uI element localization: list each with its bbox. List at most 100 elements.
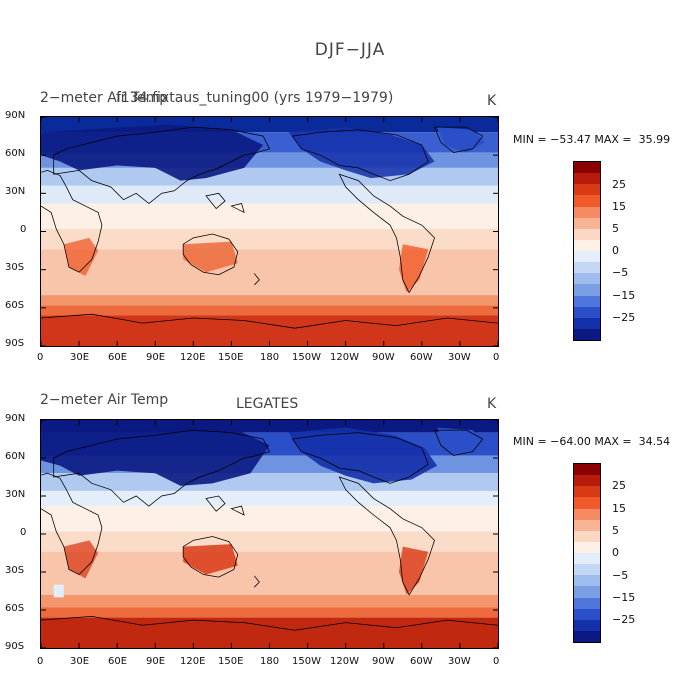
colorbar-segment [574, 239, 600, 251]
panel1-colorbar-label: 5 [612, 222, 619, 235]
panel1-variable-title: 2−meter Air Temp [40, 90, 169, 106]
panel1-colorbar-label: −15 [612, 289, 636, 302]
colorbar-segment [574, 519, 600, 531]
panel1-lon-label: 30W [448, 352, 471, 363]
panel2-lon-label: 90E [146, 656, 166, 667]
colorbar-segment [574, 586, 600, 598]
panel1-colorbar-label: −5 [612, 266, 629, 279]
panel2-lat-60s: 60S [5, 603, 25, 614]
panel2-lon-label: 30W [448, 656, 471, 667]
panel1-colorbar [573, 161, 601, 341]
colorbar-segment [574, 475, 600, 487]
colorbar-segment [574, 630, 600, 642]
panel1-lon-label: 0 [37, 352, 44, 363]
panel2-lon-labels: 0 30E 60E 90E 120E 150E 180 150W 120W 90… [0, 656, 700, 670]
panel1-lat-90n: 90N [5, 110, 26, 121]
panel1-lat-60n: 60N [5, 148, 26, 159]
panel2-lon-label: 60E [108, 656, 128, 667]
colorbar-segment [574, 173, 600, 185]
panel1-min-max: MIN = −53.47 MAX = 35.99 [513, 133, 671, 146]
panel2-map-ticks [41, 420, 498, 648]
panel1-colorbar-label: 25 [612, 178, 626, 191]
panel1-lat-0: 0 [20, 224, 27, 235]
panel1-case-title: f134.fixtaus_tuning00 (yrs 1979−1979) [116, 90, 394, 106]
panel2-lon-label: 120E [180, 656, 206, 667]
panel1-lon-label: 150E [218, 352, 244, 363]
panel1-colorbar-label: 0 [612, 244, 619, 257]
panel2-unit: K [487, 396, 497, 412]
colorbar-segment [574, 228, 600, 240]
panel2-min-max: MIN = −64.00 MAX = 34.54 [513, 435, 671, 448]
panel2-lon-label: 90W [372, 656, 395, 667]
panel2-colorbar-label: −15 [612, 591, 636, 604]
panel1-lat-30s: 30S [5, 262, 25, 273]
panel1-axes [40, 116, 497, 345]
panel2-colorbar-label: 15 [612, 502, 626, 515]
colorbar-segment [574, 553, 600, 565]
panel2-variable-title: 2−meter Air Temp [40, 392, 169, 408]
panel1-lon-label: 60E [108, 352, 128, 363]
colorbar-segment [574, 464, 600, 476]
panel2-case-title: LEGATES [236, 396, 299, 412]
panel1-lon-label: 90E [146, 352, 166, 363]
colorbar-segment [574, 486, 600, 498]
panel1-lon-label: 180 [260, 352, 280, 363]
panel2-lon-label: 150E [218, 656, 244, 667]
main-title: DJF−JJA [314, 40, 386, 60]
colorbar-segment [574, 251, 600, 263]
panel1-map-svg [41, 117, 498, 346]
panel1-colorbar-label: 15 [612, 200, 626, 213]
panel2-lon-label: 0 [493, 656, 500, 667]
panel2-lon-label: 30E [70, 656, 90, 667]
colorbar-segment [574, 497, 600, 509]
colorbar-segment [574, 206, 600, 218]
panel2-lat-30s: 30S [5, 565, 25, 576]
colorbar-segment [574, 184, 600, 196]
panel1-lat-60s: 60S [5, 300, 25, 311]
panel1-unit: K [487, 93, 497, 109]
panel1-lat-30n: 30N [5, 186, 26, 197]
panel1-lon-label: 120E [180, 352, 206, 363]
panel2-map [40, 419, 499, 649]
panel1-lon-label: 150W [292, 352, 321, 363]
colorbar-segment [574, 217, 600, 229]
colorbar-segment [574, 530, 600, 542]
panel2-colorbar-label: −5 [612, 569, 629, 582]
panel1-lat-90s: 90S [5, 338, 25, 349]
colorbar-segment [574, 608, 600, 620]
colorbar-segment [574, 317, 600, 329]
panel2-colorbar-label: 25 [612, 479, 626, 492]
colorbar-segment [574, 273, 600, 285]
panel1-lon-labels: 0 30E 60E 90E 120E 150E 180 150W 120W 90… [0, 352, 700, 366]
panel1-lon-label: 60W [410, 352, 433, 363]
colorbar-segment [574, 284, 600, 296]
panel2-lat-0: 0 [20, 527, 27, 538]
panel2-colorbar [573, 463, 601, 643]
panel1-map [40, 116, 499, 347]
colorbar-segment [574, 619, 600, 631]
colorbar-segment [574, 295, 600, 307]
panel2-lat-60n: 60N [5, 451, 26, 462]
panel2-colorbar-label: −25 [612, 613, 636, 626]
panel2-lon-label: 150W [292, 656, 321, 667]
panel2-lat-90s: 90S [5, 641, 25, 652]
colorbar-segment [574, 306, 600, 318]
colorbar-segment [574, 262, 600, 274]
panel2-lat-30n: 30N [5, 489, 26, 500]
colorbar-segment [574, 162, 600, 174]
colorbar-segment [574, 597, 600, 609]
panel2-colorbar-label: 0 [612, 546, 619, 559]
panel1-lon-label: 0 [493, 352, 500, 363]
panel2-colorbar-label: 5 [612, 524, 619, 537]
panel2-lon-label: 0 [37, 656, 44, 667]
panel2-lon-label: 120W [330, 656, 359, 667]
panel1-lon-label: 90W [372, 352, 395, 363]
colorbar-segment [574, 328, 600, 340]
panel1-colorbar-label: −25 [612, 311, 636, 324]
panel2-lon-label: 180 [260, 656, 280, 667]
panel2-lat-90n: 90N [5, 413, 26, 424]
colorbar-segment [574, 541, 600, 553]
panel1-map-ticks [41, 117, 498, 346]
panel2-lon-label: 60W [410, 656, 433, 667]
colorbar-segment [574, 508, 600, 520]
